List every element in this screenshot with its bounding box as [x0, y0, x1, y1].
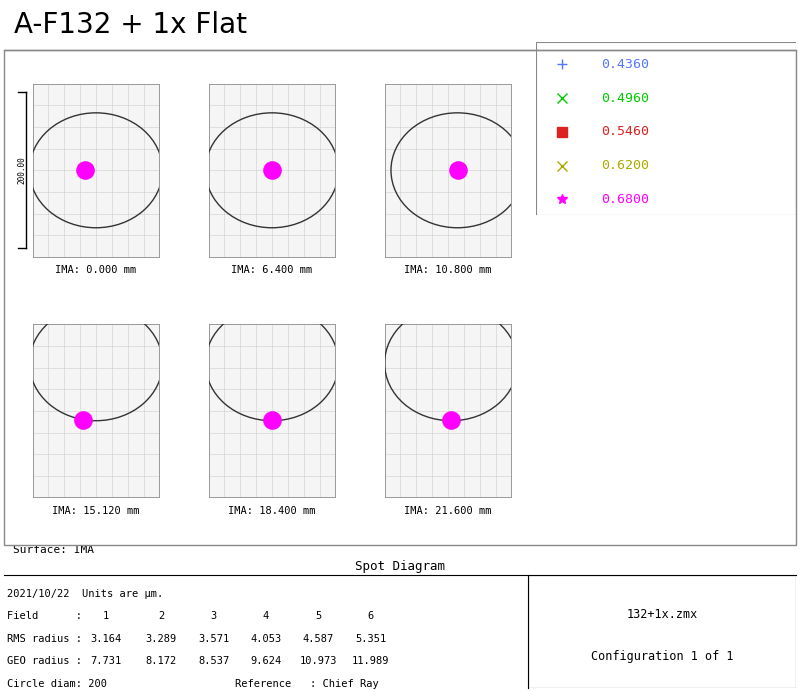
Text: 0.5460: 0.5460	[601, 126, 649, 138]
Text: Surface: IMA: Surface: IMA	[13, 545, 94, 555]
Point	[77, 414, 90, 425]
Text: GEO radius :: GEO radius :	[7, 656, 82, 666]
Text: 0.6800: 0.6800	[601, 193, 649, 206]
Text: IMA: 18.400 mm: IMA: 18.400 mm	[228, 506, 316, 515]
Text: 4: 4	[263, 611, 269, 621]
Text: 8.172: 8.172	[146, 656, 177, 666]
Text: 200.00: 200.00	[18, 156, 26, 184]
Text: 7.731: 7.731	[90, 656, 122, 666]
Text: 0.6200: 0.6200	[601, 159, 649, 172]
Text: 2021/10/22  Units are μm.: 2021/10/22 Units are μm.	[7, 589, 163, 598]
Text: 11.989: 11.989	[352, 656, 390, 666]
Point	[266, 414, 278, 425]
Text: IMA: 6.400 mm: IMA: 6.400 mm	[231, 265, 313, 275]
Text: 4.053: 4.053	[250, 634, 282, 643]
Text: IMA: 21.600 mm: IMA: 21.600 mm	[404, 506, 492, 515]
Text: 1: 1	[103, 611, 110, 621]
Text: 3.571: 3.571	[198, 634, 230, 643]
Text: A-F132 + 1x Flat: A-F132 + 1x Flat	[14, 11, 246, 39]
Text: 3.289: 3.289	[146, 634, 177, 643]
Text: 6: 6	[368, 611, 374, 621]
Text: 10.973: 10.973	[300, 656, 337, 666]
Text: 5.351: 5.351	[355, 634, 386, 643]
Text: IMA: 0.000 mm: IMA: 0.000 mm	[55, 265, 137, 275]
Text: Configuration 1 of 1: Configuration 1 of 1	[590, 650, 734, 663]
Text: 3: 3	[210, 611, 217, 621]
Text: 132+1x.zmx: 132+1x.zmx	[626, 608, 698, 621]
Text: 0.4360: 0.4360	[601, 58, 649, 71]
Text: RMS radius :: RMS radius :	[7, 634, 82, 643]
Text: Spot Diagram: Spot Diagram	[355, 560, 445, 573]
Text: Circle diam: 200: Circle diam: 200	[7, 679, 107, 688]
Text: IMA: 15.120 mm: IMA: 15.120 mm	[52, 506, 140, 515]
Text: Field      :: Field :	[7, 611, 82, 621]
Text: 0.4960: 0.4960	[601, 92, 649, 105]
Point	[266, 164, 278, 176]
Text: 2: 2	[158, 611, 164, 621]
Text: 8.537: 8.537	[198, 656, 230, 666]
Point	[451, 164, 464, 176]
Point	[445, 414, 458, 425]
Point	[78, 164, 91, 176]
Text: 5: 5	[315, 611, 322, 621]
Text: 9.624: 9.624	[250, 656, 282, 666]
Text: Reference   : Chief Ray: Reference : Chief Ray	[234, 679, 378, 688]
Text: 4.587: 4.587	[302, 634, 334, 643]
Text: IMA: 10.800 mm: IMA: 10.800 mm	[404, 265, 492, 275]
Text: 3.164: 3.164	[90, 634, 122, 643]
